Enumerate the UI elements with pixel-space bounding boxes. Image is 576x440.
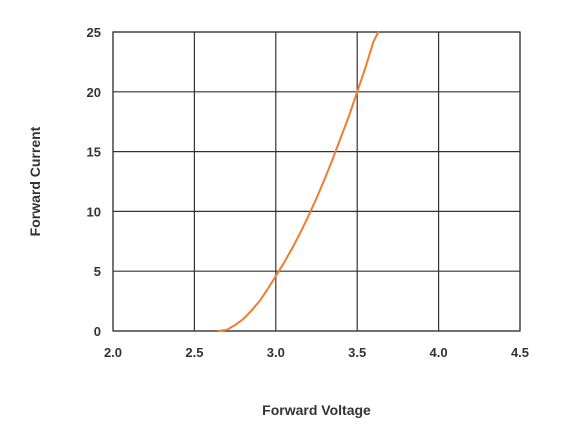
x-tick-labels: 2.0 2.5 3.0 3.5 4.0 4.5: [104, 345, 529, 360]
grid: [112, 31, 521, 332]
x-tick-label: 3.5: [348, 345, 366, 360]
y-tick-label: 20: [87, 85, 101, 100]
y-tick-label: 0: [94, 324, 101, 339]
y-tick-label: 10: [87, 204, 101, 219]
y-tick-label: 25: [87, 25, 101, 40]
y-tick-label: 15: [87, 145, 101, 160]
plot-frame: [112, 31, 521, 332]
x-tick-label: 4.5: [511, 345, 529, 360]
y-tick-labels: 0 5 10 15 20 25: [87, 25, 101, 339]
x-tick-label: 3.0: [267, 345, 285, 360]
x-axis-title: Forward Voltage: [262, 402, 371, 418]
series-line: [217, 31, 380, 332]
y-tick-label: 5: [94, 264, 101, 279]
y-axis-title: Forward Current: [27, 126, 43, 236]
series-layer: [217, 31, 380, 332]
x-tick-label: 2.5: [185, 345, 203, 360]
x-tick-label: 4.0: [430, 345, 448, 360]
x-tick-label: 2.0: [104, 345, 122, 360]
